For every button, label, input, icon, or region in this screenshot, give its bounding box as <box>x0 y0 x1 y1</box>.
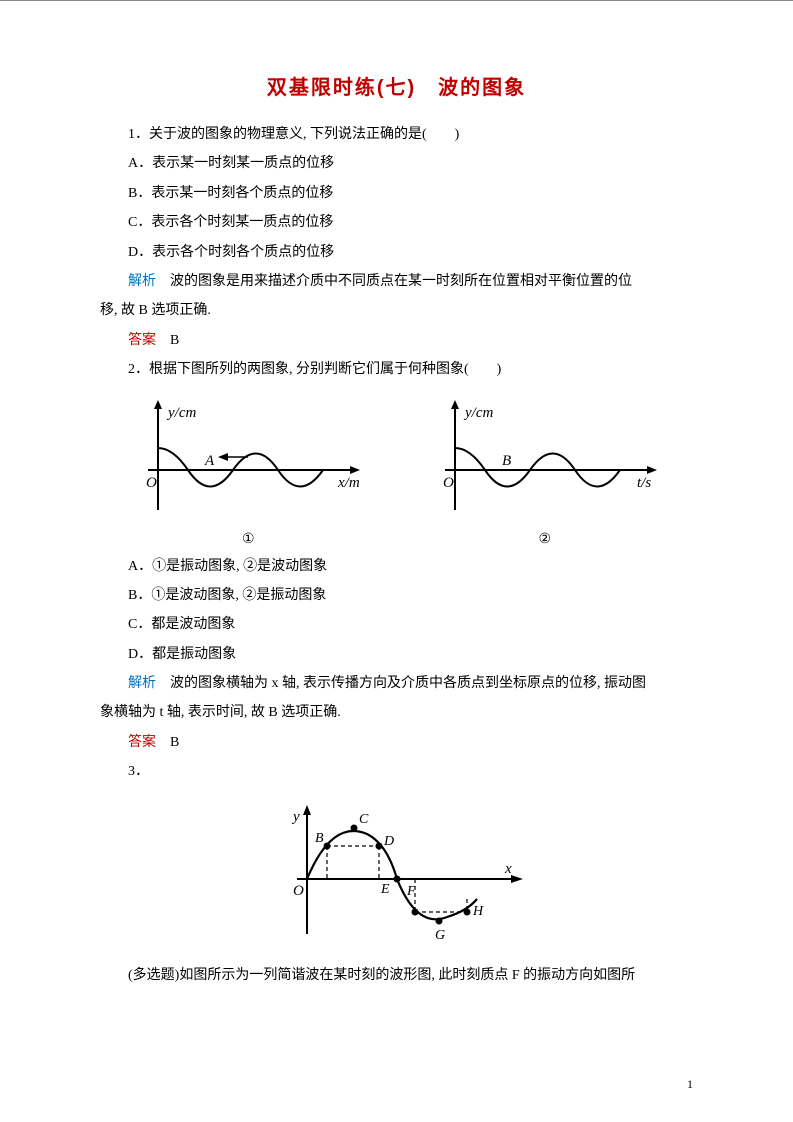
q2-explain-text1: 波的图象横轴为 x 轴, 表示传播方向及介质中各质点到坐标原点的位移, 振动图 <box>156 676 646 691</box>
fig2-origin: O <box>443 475 454 491</box>
q1-opt-a: A．表示某一时刻某一质点的位移 <box>100 149 693 178</box>
q2-fig2: y/cm t/s O B ② <box>425 395 665 548</box>
fig3-ylabel: y <box>291 809 300 825</box>
fig3-H: H <box>472 904 484 919</box>
q2-opt-d: D．都是振动图象 <box>100 640 693 669</box>
wave-diagram-2: y/cm t/s O B <box>425 395 665 525</box>
fig2-ylabel: y/cm <box>463 405 493 421</box>
q3-stem: (多选题)如图所示为一列简谐波在某时刻的波形图, 此时刻质点 F 的振动方向如图… <box>100 961 693 990</box>
fig3-C: C <box>359 812 369 827</box>
explain-label: 解析 <box>128 274 156 289</box>
fig1-point-a: A <box>204 453 215 469</box>
fig2-point-b: B <box>502 453 511 469</box>
q1-answer-text: B <box>156 333 179 348</box>
q2-answer: 答案 B <box>100 728 693 757</box>
fig3-D: D <box>383 834 394 849</box>
q3-fig: y x O B C D E F G H <box>100 799 693 949</box>
fig3-B: B <box>315 831 324 846</box>
q1-explain-line2: 移, 故 B 选项正确. <box>100 296 693 325</box>
q1-answer: 答案 B <box>100 326 693 355</box>
explain-label: 解析 <box>128 676 156 691</box>
page: 双基限时练(七) 波的图象 1．关于波的图象的物理意义, 下列说法正确的是( )… <box>0 0 793 1122</box>
fig3-F: F <box>406 884 416 899</box>
fig2-xlabel: t/s <box>637 475 651 491</box>
q1-opt-b: B．表示某一时刻各个质点的位移 <box>100 179 693 208</box>
fig3-G: G <box>435 928 445 943</box>
page-number: 1 <box>687 1077 693 1092</box>
fig2-circle: ② <box>538 531 551 548</box>
answer-label: 答案 <box>128 333 156 348</box>
fig3-E: E <box>380 882 390 897</box>
q2-opt-c: C．都是波动图象 <box>100 610 693 639</box>
fig1-xlabel: x/m <box>337 475 360 491</box>
q1-opt-c: C．表示各个时刻某一质点的位移 <box>100 208 693 237</box>
q1-explain-text: 波的图象是用来描述介质中不同质点在某一时刻所在位置相对平衡位置的位 <box>156 274 632 289</box>
answer-label: 答案 <box>128 735 156 750</box>
wave-diagram-1: y/cm x/m O A <box>128 395 368 525</box>
q1-explain-line1: 解析 波的图象是用来描述介质中不同质点在某一时刻所在位置相对平衡位置的位 <box>100 267 693 296</box>
q2-explain-line2: 象横轴为 t 轴, 表示时间, 故 B 选项正确. <box>100 698 693 727</box>
q2-figures: y/cm x/m O A ① y/cm t/s O B ② <box>100 395 693 548</box>
q2-fig1: y/cm x/m O A ① <box>128 395 368 548</box>
q2-opt-a: A．①是振动图象, ②是波动图象 <box>100 552 693 581</box>
fig1-ylabel: y/cm <box>166 405 196 421</box>
q1-opt-d: D．表示各个时刻各个质点的位移 <box>100 238 693 267</box>
fig1-circle: ① <box>242 531 255 548</box>
page-title: 双基限时练(七) 波的图象 <box>100 71 693 100</box>
fig3-origin: O <box>293 883 304 899</box>
wave-diagram-3: y x O B C D E F G H <box>257 799 537 949</box>
q2-opt-b: B．①是波动图象, ②是振动图象 <box>100 581 693 610</box>
q3-num: 3． <box>100 757 693 786</box>
fig1-origin: O <box>146 475 157 491</box>
q2-explain-line1: 解析 波的图象横轴为 x 轴, 表示传播方向及介质中各质点到坐标原点的位移, 振… <box>100 669 693 698</box>
q2-answer-text: B <box>156 735 179 750</box>
fig3-xlabel: x <box>504 861 512 877</box>
q2-stem: 2．根据下图所列的两图象, 分别判断它们属于何种图象( ) <box>100 355 693 384</box>
q1-stem: 1．关于波的图象的物理意义, 下列说法正确的是( ) <box>100 120 693 149</box>
